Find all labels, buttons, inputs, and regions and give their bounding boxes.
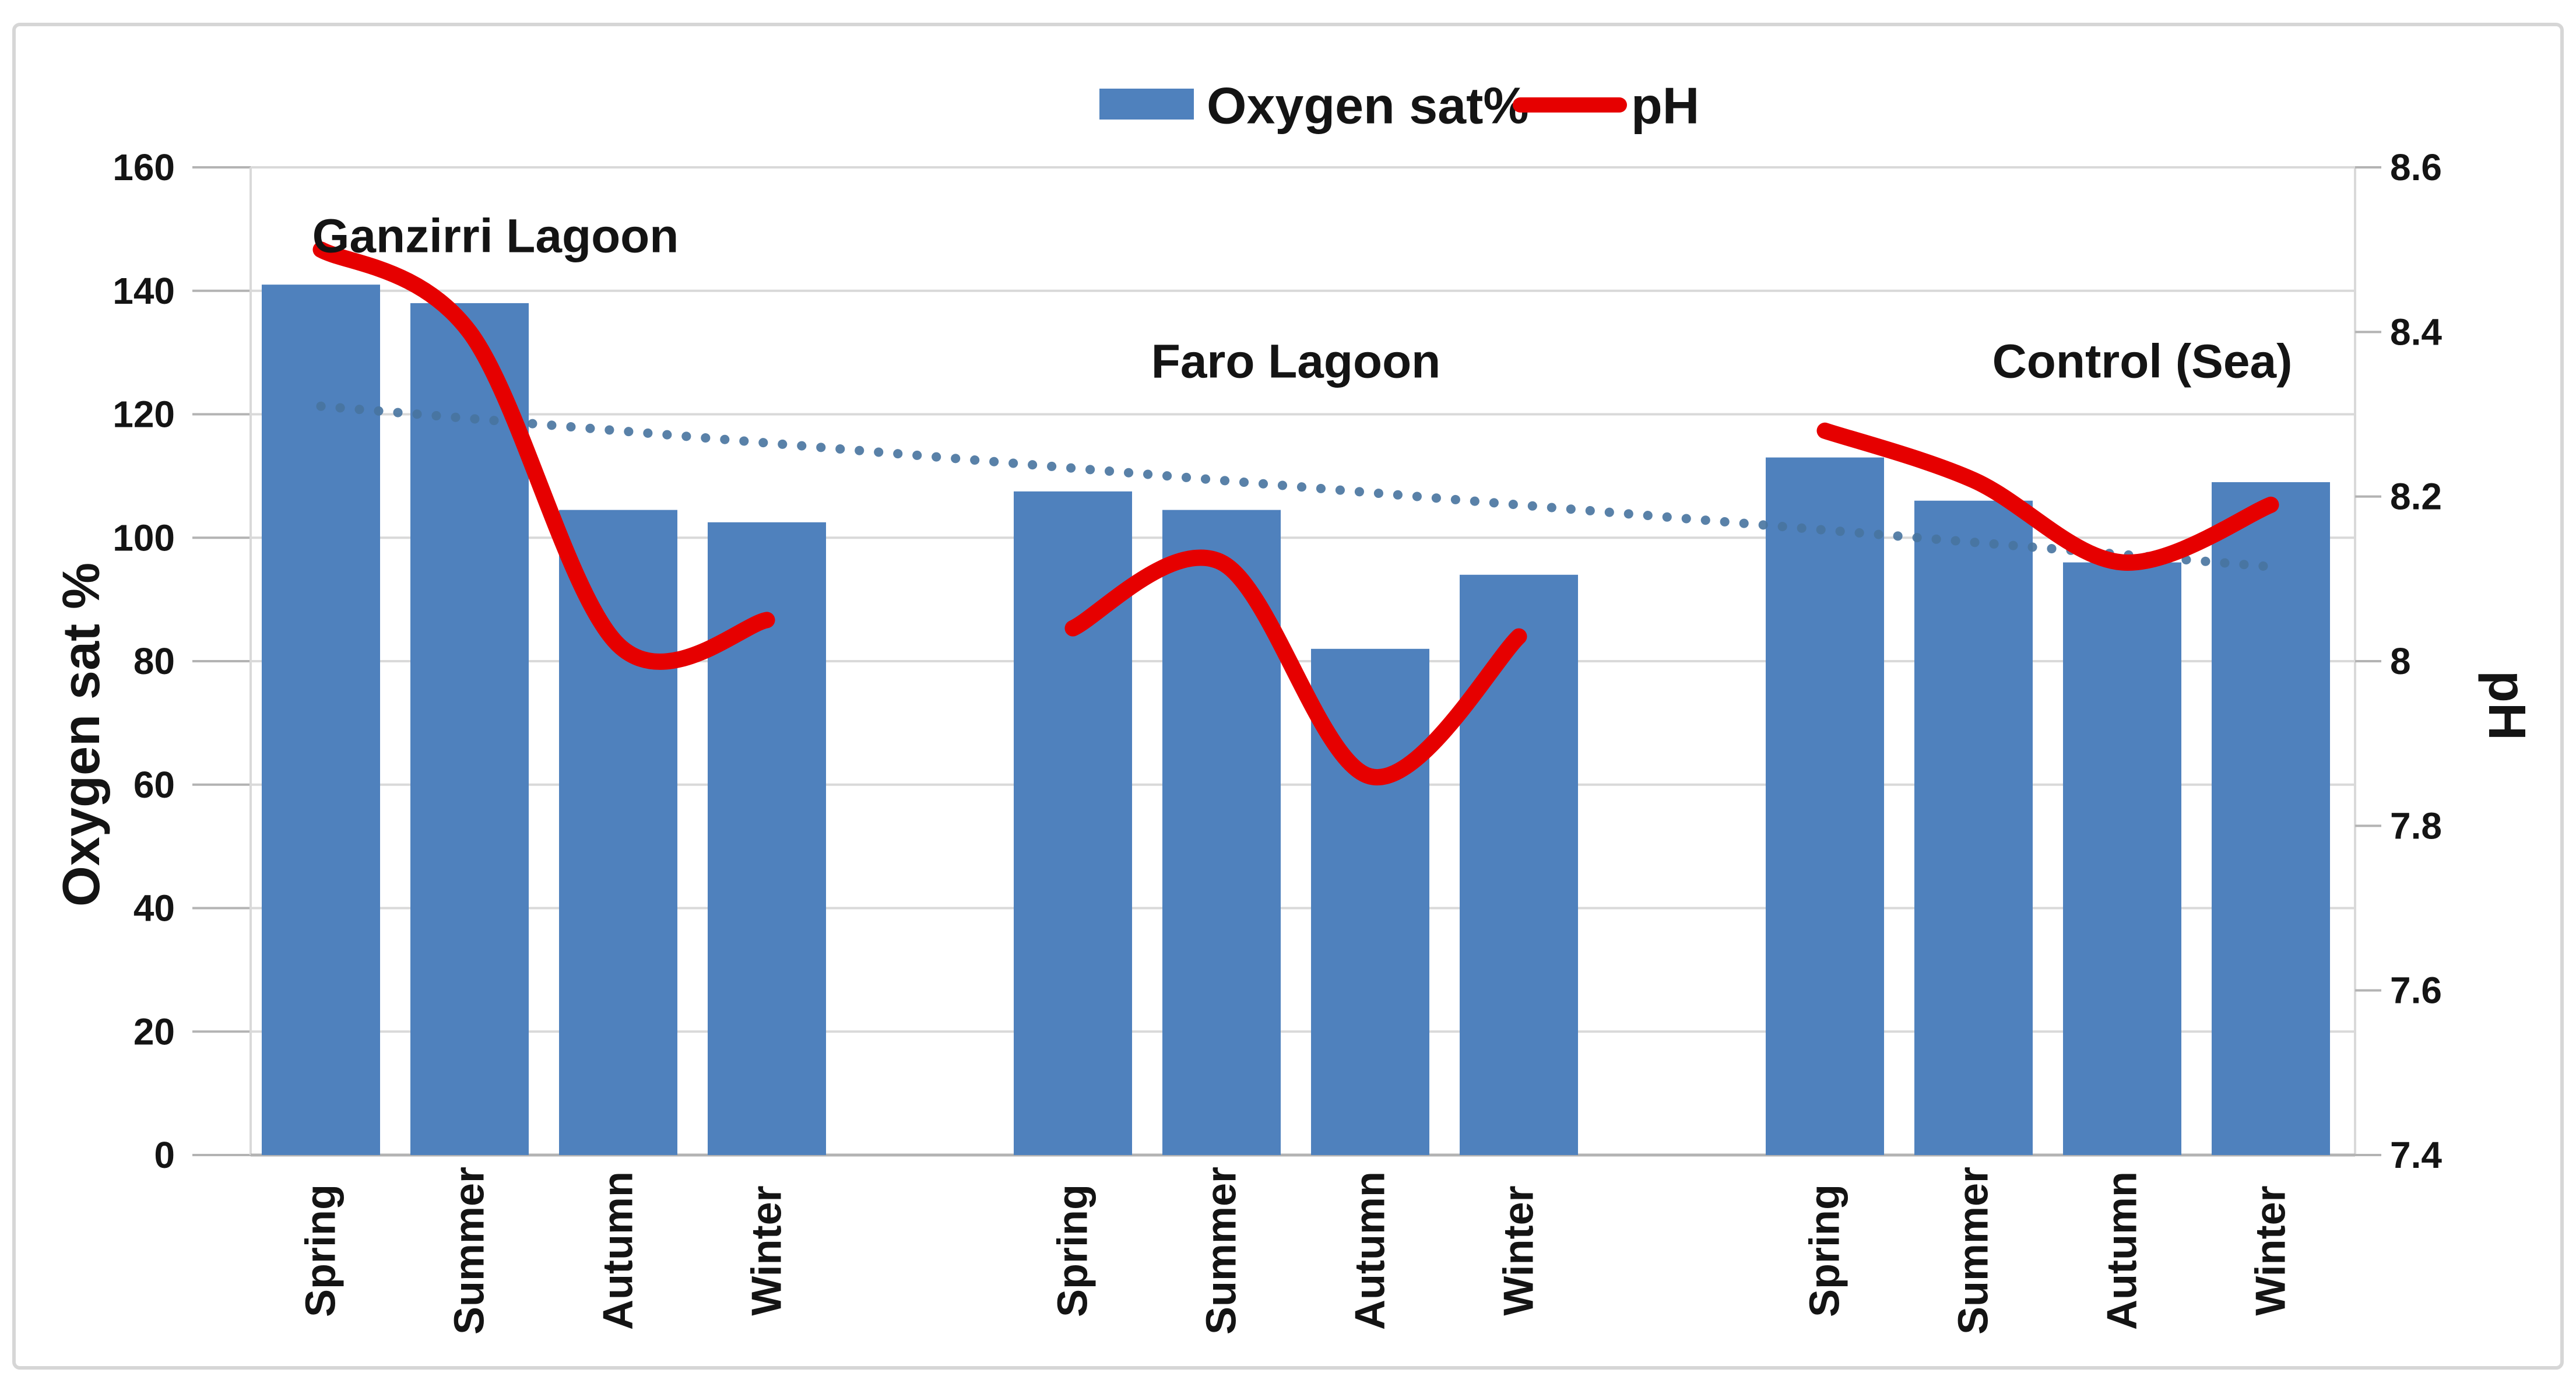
bar-faro-lagoon-winter xyxy=(1460,574,1578,1155)
legend-bar-swatch xyxy=(1099,89,1194,120)
category-label: Autumn xyxy=(595,1171,642,1330)
bar-control-sea-summer xyxy=(1914,500,2033,1155)
category-label: Spring xyxy=(1050,1184,1097,1317)
category-label: Autumn xyxy=(1347,1171,1394,1330)
ph-line-faro-lagoon xyxy=(1064,549,1527,785)
group-label: Faro Lagoon xyxy=(1151,335,1441,388)
right-axis-title: pH xyxy=(2477,671,2536,740)
category-label: Summer xyxy=(1951,1167,1997,1335)
category-label: Winter xyxy=(2248,1185,2294,1315)
oxygen-trendline xyxy=(316,401,2276,572)
bar-ganzirri-lagoon-autumn xyxy=(559,510,677,1156)
right-axis-tick-label: 7.6 xyxy=(2390,970,2442,1012)
category-label: Autumn xyxy=(2099,1171,2146,1330)
category-label: Winter xyxy=(1496,1185,1542,1315)
right-axis-tick-label: 7.4 xyxy=(2390,1134,2442,1176)
category-label: Spring xyxy=(298,1184,345,1317)
category-label: Spring xyxy=(1802,1184,1848,1317)
category-label: Winter xyxy=(744,1185,790,1315)
legend-label-oxygen: Oxygen sat% xyxy=(1207,77,1529,135)
bar-control-sea-spring xyxy=(1766,457,1884,1155)
category-label: Summer xyxy=(1199,1167,1245,1335)
left-axis-tick-label: 160 xyxy=(113,146,175,188)
category-label: Summer xyxy=(447,1167,493,1335)
right-axis-tick-label: 8.4 xyxy=(2390,311,2442,353)
legend-label-ph: pH xyxy=(1631,77,1699,135)
bar-control-sea-winter xyxy=(2212,482,2330,1155)
left-axis-tick-label: 80 xyxy=(133,640,175,682)
bar-ganzirri-lagoon-summer xyxy=(410,303,529,1155)
left-axis-tick-label: 120 xyxy=(113,394,175,436)
right-axis-tick-label: 8.6 xyxy=(2390,146,2442,188)
right-axis-tick-label: 8.2 xyxy=(2390,476,2442,518)
group-label: Control (Sea) xyxy=(1992,335,2293,388)
left-axis-tick-label: 140 xyxy=(113,270,175,312)
left-axis-tick-label: 20 xyxy=(133,1010,175,1052)
bar-control-sea-autumn xyxy=(2063,562,2181,1155)
group-label: Ganzirri Lagoon xyxy=(312,210,679,263)
left-axis-title: Oxygen sat % xyxy=(52,563,111,907)
right-axis-tick-label: 7.8 xyxy=(2390,805,2442,847)
ph-line-control-sea xyxy=(1816,422,2279,571)
right-axis-tick-label: 8 xyxy=(2390,640,2411,682)
left-axis-tick-label: 60 xyxy=(133,764,175,806)
left-axis-tick-label: 100 xyxy=(113,517,175,559)
bar-ganzirri-lagoon-spring xyxy=(262,285,380,1156)
left-axis-tick-label: 40 xyxy=(133,887,175,929)
figure-border xyxy=(12,23,2564,1370)
left-axis-tick-label: 0 xyxy=(154,1134,175,1176)
ph-line-ganzirri-lagoon xyxy=(312,241,775,670)
